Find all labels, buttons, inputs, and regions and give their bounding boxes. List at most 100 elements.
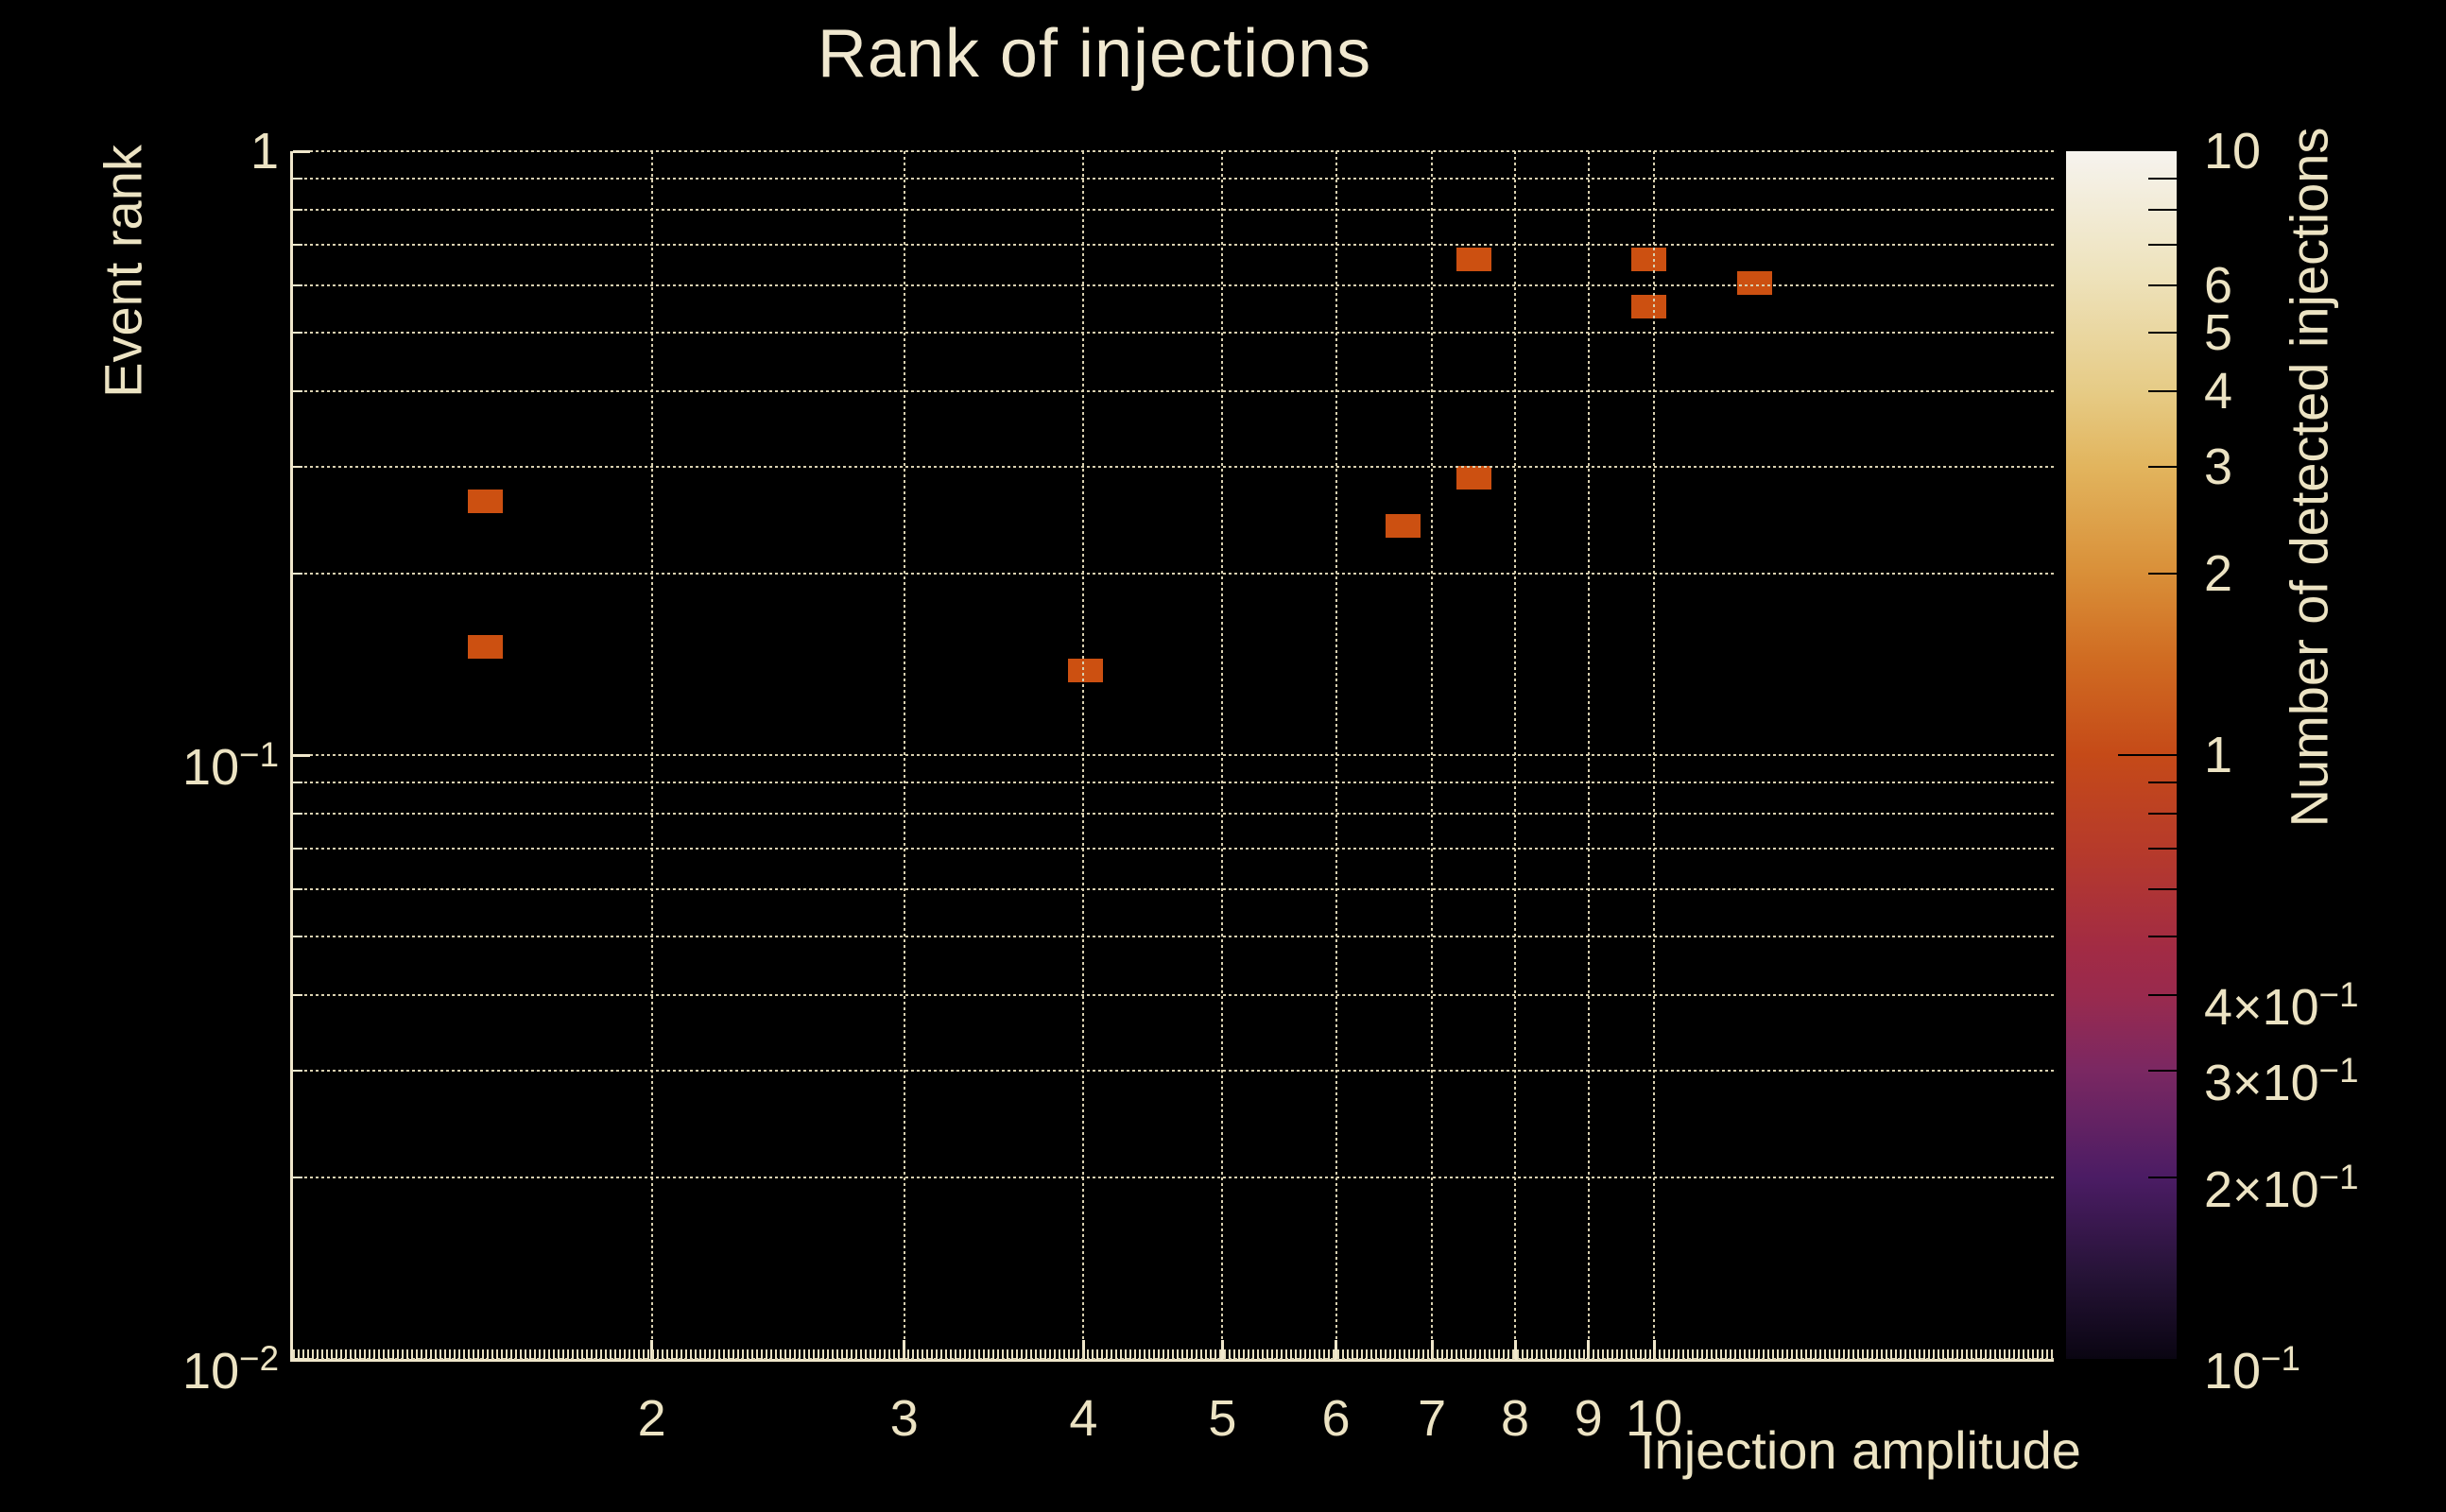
colorbar-minor-tick — [2148, 994, 2177, 997]
y-minor-tick — [293, 887, 302, 890]
y-minor-tick — [293, 390, 302, 393]
h-gridline — [293, 812, 2054, 815]
y-tick-label: 10−2 — [182, 1339, 279, 1400]
colorbar-minor-tick — [2148, 782, 2177, 784]
h-gridline — [293, 466, 2054, 469]
h-gridline — [293, 332, 2054, 335]
colorbar-tick-label: 5 — [2204, 304, 2233, 362]
heatmap-cell — [1736, 271, 1772, 296]
h-gridline — [293, 208, 2054, 211]
x-tick-label: 5 — [1208, 1390, 1237, 1447]
heatmap-cell — [1456, 247, 1492, 271]
plot-area — [290, 151, 2054, 1362]
colorbar-tick-label: 4×10−1 — [2204, 975, 2359, 1037]
y-minor-tick — [293, 466, 302, 469]
y-minor-tick — [293, 936, 302, 938]
v-gridline — [1587, 151, 1590, 1359]
colorbar-minor-tick — [2148, 847, 2177, 850]
colorbar-minor-tick — [2148, 1070, 2177, 1073]
y-axis-title: Event rank — [93, 145, 153, 398]
colorbar-major-tick — [2118, 754, 2177, 756]
colorbar-tick-label: 3 — [2204, 438, 2233, 496]
x-tick-label: 7 — [1418, 1390, 1447, 1447]
y-minor-tick — [293, 178, 302, 180]
colorbar-minor-tick — [2148, 284, 2177, 286]
v-gridline — [1653, 151, 1656, 1359]
h-gridline — [293, 150, 2054, 152]
heatmap-cell — [1631, 295, 1667, 319]
y-minor-tick — [293, 1176, 302, 1178]
h-gridline — [293, 243, 2054, 246]
x-minor-tick-comb — [293, 1349, 2054, 1359]
colorbar-minor-tick — [2148, 390, 2177, 393]
x-tick-label: 4 — [1069, 1390, 1098, 1447]
heatmap-cell — [1385, 513, 1421, 538]
colorbar-tick-label: 10−1 — [2204, 1339, 2300, 1400]
y-tick-label: 1 — [250, 123, 279, 180]
colorbar-minor-tick — [2148, 466, 2177, 469]
v-gridline — [650, 151, 653, 1359]
colorbar-title: Number of detected injections — [2279, 127, 2339, 828]
colorbar-minor-tick — [2148, 243, 2177, 246]
colorbar-tick-label: 2 — [2204, 544, 2233, 602]
h-gridline — [293, 284, 2054, 286]
v-gridline — [1082, 151, 1085, 1359]
h-gridline — [293, 994, 2054, 997]
colorbar-tick-label: 10 — [2204, 123, 2262, 180]
x-tick-label: 10 — [1626, 1390, 1683, 1447]
v-gridline — [903, 151, 905, 1359]
y-tick-label: 10−1 — [182, 735, 279, 796]
h-gridline — [293, 572, 2054, 575]
heatmap-cell — [1631, 247, 1667, 271]
y-minor-tick — [293, 332, 302, 335]
h-gridline — [293, 390, 2054, 393]
h-gridline — [293, 1358, 2054, 1360]
x-axis-title: Injection amplitude — [1640, 1420, 2081, 1480]
heatmap-cell — [1456, 465, 1492, 490]
colorbar-minor-tick — [2148, 887, 2177, 890]
colorbar-tick-label: 6 — [2204, 256, 2233, 314]
h-gridline — [293, 178, 2054, 180]
y-minor-tick — [293, 208, 302, 211]
v-gridline — [1431, 151, 1434, 1359]
h-gridline — [293, 887, 2054, 890]
y-minor-tick — [293, 812, 302, 815]
y-major-tick — [293, 1357, 310, 1361]
heatmap-cell — [467, 635, 503, 660]
colorbar-minor-tick — [2148, 208, 2177, 211]
h-gridline — [293, 754, 2054, 756]
h-gridline — [293, 847, 2054, 850]
y-minor-tick — [293, 284, 302, 286]
y-minor-tick — [293, 243, 302, 246]
colorbar-tick-label: 2×10−1 — [2204, 1157, 2359, 1218]
colorbar-minor-tick — [2148, 178, 2177, 180]
v-gridline — [1221, 151, 1224, 1359]
heatmap-cell — [467, 490, 503, 514]
v-gridline — [1335, 151, 1337, 1359]
y-major-tick — [293, 753, 310, 757]
colorbar-tick-label: 4 — [2204, 363, 2233, 421]
v-gridline — [1514, 151, 1517, 1359]
colorbar-minor-tick — [2148, 1176, 2177, 1178]
colorbar-tick-label: 1 — [2204, 727, 2233, 783]
heatmap-cell — [1067, 659, 1103, 683]
y-minor-tick — [293, 1070, 302, 1073]
colorbar-minor-tick — [2148, 936, 2177, 938]
h-gridline — [293, 1176, 2054, 1178]
x-tick-label: 9 — [1574, 1390, 1603, 1447]
y-minor-tick — [293, 782, 302, 784]
colorbar-minor-tick — [2148, 572, 2177, 575]
colorbar-tick-label: 3×10−1 — [2204, 1051, 2359, 1112]
y-minor-tick — [293, 572, 302, 575]
colorbar-minor-tick — [2148, 812, 2177, 815]
x-tick-label: 6 — [1321, 1390, 1351, 1447]
x-tick-label: 8 — [1501, 1390, 1530, 1447]
chart-title: Rank of injections — [817, 16, 1372, 92]
y-minor-tick — [293, 994, 302, 997]
h-gridline — [293, 936, 2054, 938]
x-tick-label: 3 — [889, 1390, 919, 1447]
x-tick-label: 2 — [637, 1390, 666, 1447]
colorbar-minor-tick — [2148, 332, 2177, 335]
y-minor-tick — [293, 847, 302, 850]
